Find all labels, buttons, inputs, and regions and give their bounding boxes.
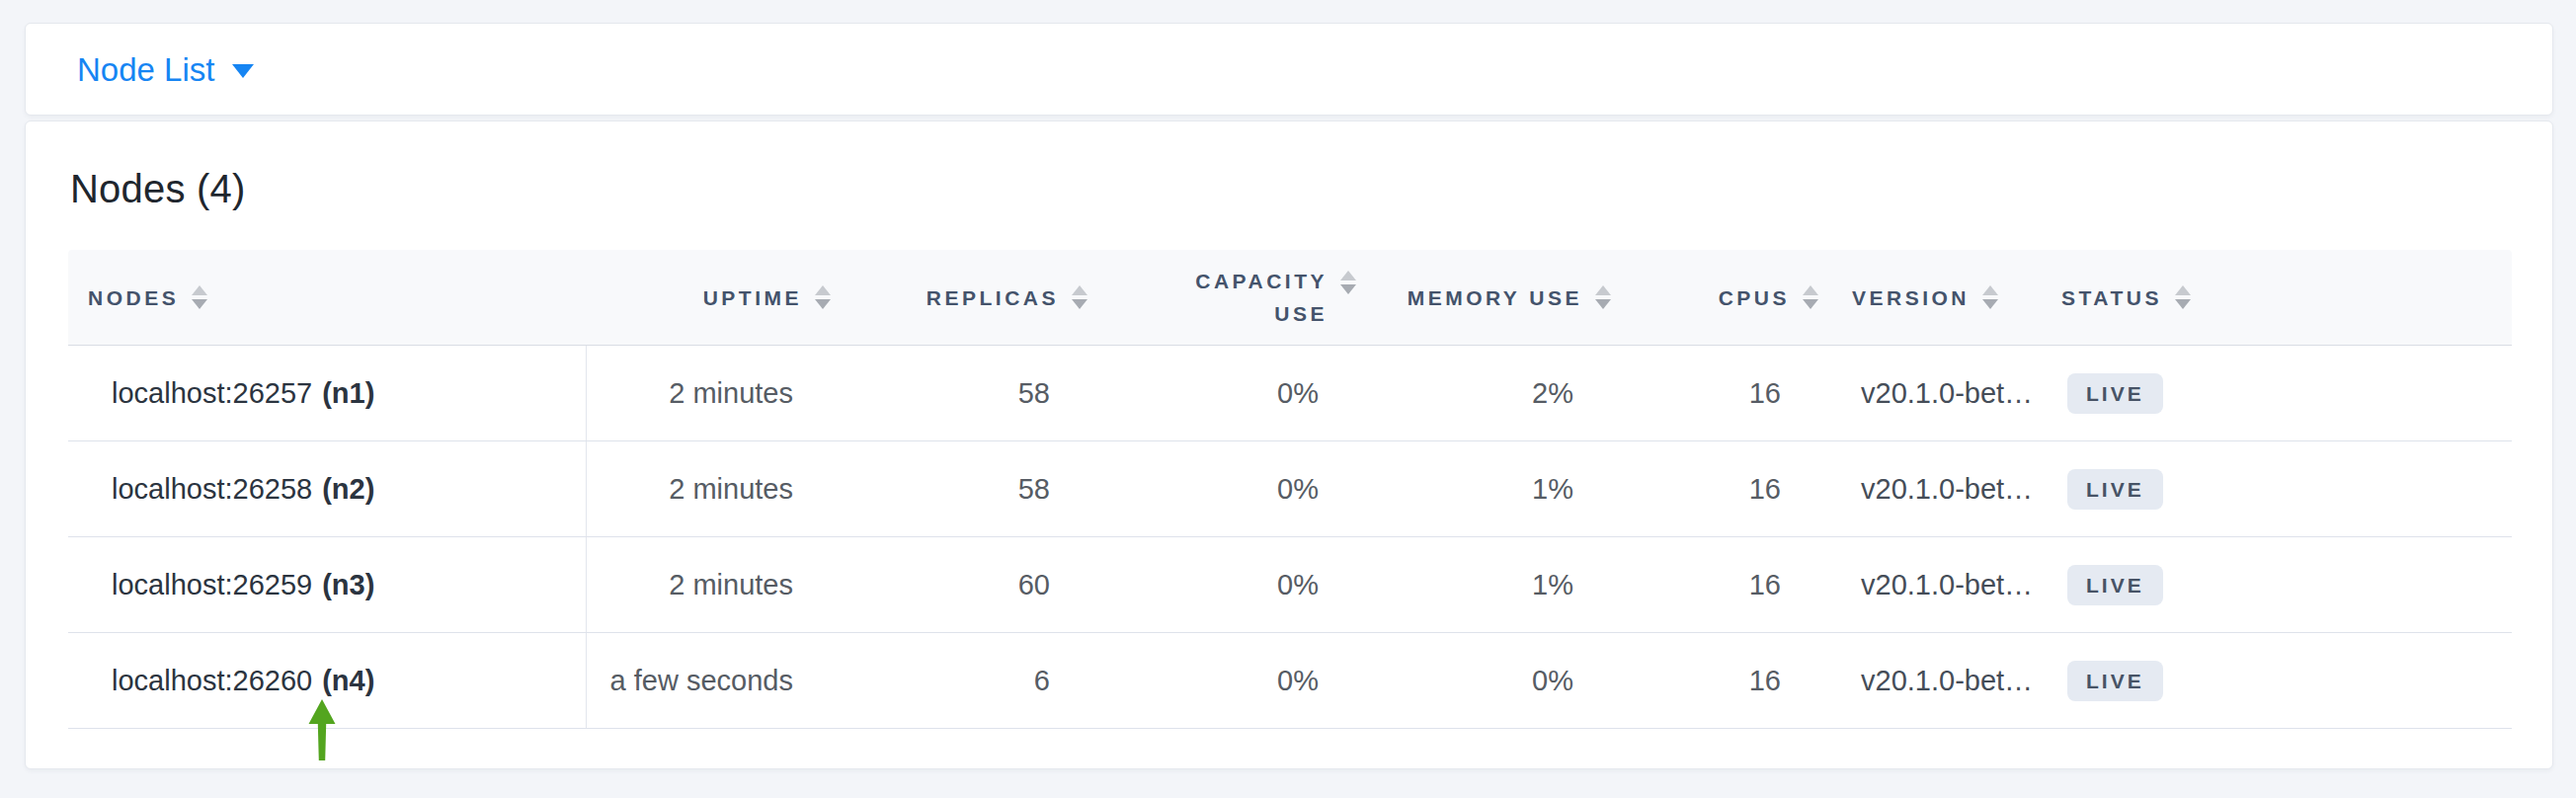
uptime-cell: 2 minutes [587,346,836,440]
column-header-version[interactable]: VERSION [1823,250,2055,345]
capacity-use-cell: 0% [1092,346,1361,440]
table-body: localhost:26257(n1)2 minutes580%2%16v20.… [68,346,2512,729]
cpus-cell: 16 [1616,633,1823,728]
replicas-cell: 6 [836,633,1092,728]
column-header-cpus[interactable]: CPUS [1616,250,1823,345]
column-header-uptime[interactable]: UPTIME [587,250,836,345]
column-header-label: VERSION [1852,281,1970,314]
capacity-use-cell: 0% [1092,537,1361,632]
table-row: localhost:26260(n4)a few seconds60%0%16v… [68,633,2512,729]
version-cell: v20.1.0-bet… [1823,537,2055,632]
status-badge: LIVE [2067,661,2163,701]
memory-use-cell: 1% [1361,537,1616,632]
sort-icon [815,285,831,309]
sort-icon [192,285,207,309]
sort-icon [1982,285,1998,309]
address-cell: localhost:26257 (n1) [68,346,587,440]
column-header-label: CPUS [1719,281,1790,314]
column-header-label: REPLICAS [926,281,1059,314]
uptime-cell: 2 minutes [587,537,836,632]
sort-icon [1340,271,1356,294]
status-cell: LIVE [2055,346,2512,440]
column-header-nodes[interactable]: NODES [68,250,587,345]
capacity-use-cell: 0% [1092,441,1361,536]
column-header-label: STATUS [2061,281,2162,314]
node-address-link[interactable]: localhost:26260 [112,665,312,697]
version-cell: v20.1.0-bet… [1823,346,2055,440]
caret-down-icon [232,64,254,78]
uptime-cell: a few seconds [587,633,836,728]
address-cell: localhost:26258 (n2) [68,441,587,536]
column-header-memory-use[interactable]: MEMORY USE [1361,250,1616,345]
status-badge: LIVE [2067,469,2163,510]
green-up-arrow-annotation-icon [308,699,336,760]
column-header-label: MEMORY USE [1408,281,1582,314]
column-header-label: UPTIME [703,281,802,314]
node-address-link[interactable]: localhost:26257 [112,377,312,410]
table-row: localhost:26259 (n3) 2 minutes600%1%16v20.… [68,537,2512,633]
node-id: (n3) [322,569,374,601]
cpus-cell: 16 [1616,537,1823,632]
capacity-use-cell: 0% [1092,633,1361,728]
sort-icon [1595,285,1611,309]
column-header-status[interactable]: STATUS [2055,250,2512,345]
column-header-replicas[interactable]: REPLICAS [836,250,1092,345]
uptime-cell: 2 minutes [587,441,836,536]
column-header-capacity-use[interactable]: CAPACITY USE [1092,250,1361,345]
replicas-cell: 60 [836,537,1092,632]
memory-use-cell: 2% [1361,346,1616,440]
node-address-link[interactable]: localhost:26259 [112,569,312,601]
node-id: (n4) [322,665,374,697]
table-row: localhost:26257 (n1) 2 minutes580%2%16v20.… [68,346,2512,441]
status-cell: LIVE [2055,537,2512,632]
table-header-row: NODES UPTIME REPLICAS CAPACITY USE MEMORY US… [68,250,2512,346]
panel-title: Nodes (4) [70,165,2552,212]
cpus-cell: 16 [1616,441,1823,536]
address-cell: localhost:26259 (n3) [68,537,587,632]
table-row: localhost:26258 (n2) 2 minutes580%1%16v20.… [68,441,2512,537]
version-cell: v20.1.0-bet… [1823,633,2055,728]
status-cell: LIVE [2055,633,2512,728]
sort-icon [1803,285,1818,309]
sort-icon [1072,285,1087,309]
nodes-table: NODES UPTIME REPLICAS CAPACITY USE MEMORY US… [68,250,2512,729]
nodes-panel: Nodes (4) NODES UPTIME REPLICAS CAPACITY US… [25,120,2553,769]
view-mode-label: Node List [77,53,214,86]
status-badge: LIVE [2067,373,2163,414]
page: Node List Nodes (4) NODES UPTIME REPLICAS C… [0,0,2576,798]
node-id: (n2) [322,473,374,506]
column-header-label: NODES [88,281,179,314]
replicas-cell: 58 [836,441,1092,536]
status-badge: LIVE [2067,565,2163,605]
view-selector-bar: Node List [25,23,2553,116]
node-address-link[interactable]: localhost:26258 [112,473,312,506]
column-header-label: CAPACITY USE [1179,265,1328,330]
memory-use-cell: 1% [1361,441,1616,536]
node-id: (n1) [322,377,374,410]
cpus-cell: 16 [1616,346,1823,440]
sort-icon [2175,285,2191,309]
replicas-cell: 58 [836,346,1092,440]
status-cell: LIVE [2055,441,2512,536]
version-cell: v20.1.0-bet… [1823,441,2055,536]
memory-use-cell: 0% [1361,633,1616,728]
view-mode-dropdown[interactable]: Node List [77,53,254,86]
